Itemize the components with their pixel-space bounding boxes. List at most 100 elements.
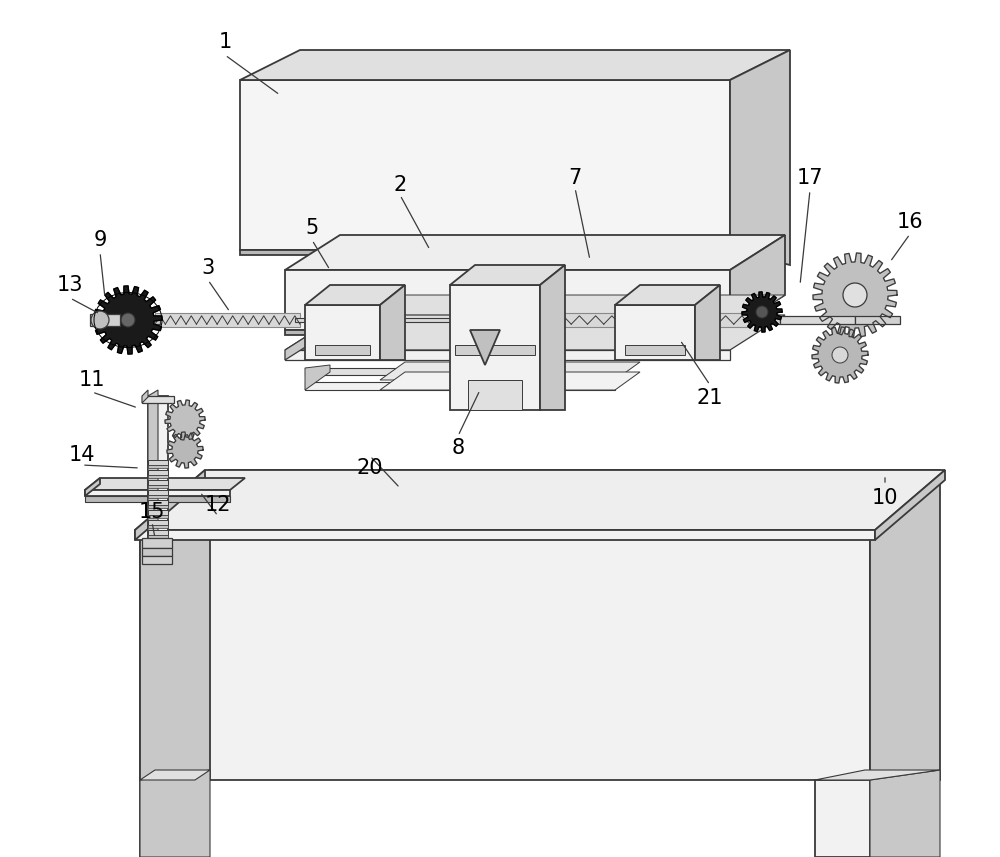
Polygon shape [135, 470, 945, 530]
Polygon shape [870, 470, 940, 780]
Polygon shape [142, 390, 148, 403]
Polygon shape [240, 80, 730, 250]
Polygon shape [695, 285, 720, 360]
Polygon shape [305, 365, 330, 390]
Text: 1: 1 [218, 32, 232, 52]
Text: 2: 2 [393, 175, 407, 195]
Circle shape [91, 311, 109, 329]
Polygon shape [142, 556, 172, 564]
Polygon shape [167, 432, 203, 468]
Polygon shape [148, 505, 168, 508]
Polygon shape [730, 235, 785, 330]
Polygon shape [148, 520, 168, 525]
Polygon shape [540, 265, 565, 410]
Polygon shape [450, 285, 540, 410]
Polygon shape [240, 50, 790, 80]
Polygon shape [625, 345, 685, 355]
Polygon shape [148, 465, 168, 468]
Polygon shape [455, 345, 535, 355]
Polygon shape [148, 396, 168, 540]
Text: 12: 12 [205, 495, 231, 515]
Polygon shape [85, 490, 230, 496]
Text: 10: 10 [872, 488, 898, 508]
Text: 13: 13 [57, 275, 83, 295]
Polygon shape [812, 327, 868, 383]
Polygon shape [380, 372, 640, 390]
Polygon shape [615, 285, 720, 305]
Text: 15: 15 [139, 502, 165, 522]
Polygon shape [285, 330, 730, 335]
Polygon shape [148, 490, 168, 495]
Polygon shape [305, 368, 615, 375]
Polygon shape [285, 315, 785, 350]
Polygon shape [148, 530, 168, 535]
Polygon shape [85, 496, 230, 502]
Text: 3: 3 [201, 258, 215, 278]
Polygon shape [468, 380, 522, 410]
Polygon shape [750, 316, 780, 324]
Polygon shape [148, 515, 168, 518]
Polygon shape [148, 480, 168, 485]
Polygon shape [285, 350, 730, 360]
Text: 5: 5 [305, 218, 319, 238]
Circle shape [843, 283, 867, 307]
Polygon shape [148, 485, 168, 488]
Circle shape [832, 347, 848, 363]
Polygon shape [85, 478, 245, 490]
Polygon shape [310, 295, 785, 330]
Polygon shape [148, 390, 158, 540]
Polygon shape [135, 470, 205, 540]
Polygon shape [730, 50, 790, 265]
Polygon shape [295, 318, 495, 322]
Polygon shape [870, 770, 940, 857]
Polygon shape [85, 478, 100, 496]
Text: 20: 20 [357, 458, 383, 478]
Text: 14: 14 [69, 445, 95, 465]
Polygon shape [140, 470, 940, 530]
Polygon shape [305, 305, 380, 360]
Polygon shape [240, 250, 730, 255]
Polygon shape [140, 770, 210, 780]
Polygon shape [780, 316, 855, 324]
Polygon shape [875, 470, 945, 540]
Polygon shape [148, 525, 168, 528]
Polygon shape [148, 510, 168, 515]
Polygon shape [380, 285, 405, 360]
Polygon shape [140, 780, 195, 857]
Text: 9: 9 [93, 230, 107, 250]
Polygon shape [140, 470, 210, 780]
Polygon shape [140, 530, 870, 780]
Polygon shape [305, 382, 615, 390]
Text: 21: 21 [697, 388, 723, 408]
Text: 17: 17 [797, 168, 823, 188]
Polygon shape [470, 330, 500, 365]
Polygon shape [285, 315, 340, 360]
Polygon shape [450, 265, 565, 285]
Text: 16: 16 [897, 212, 923, 232]
Text: 7: 7 [568, 168, 582, 188]
Polygon shape [165, 400, 205, 440]
Polygon shape [615, 305, 695, 360]
Circle shape [756, 306, 768, 318]
Polygon shape [815, 780, 870, 857]
Polygon shape [815, 770, 940, 780]
Polygon shape [155, 313, 300, 327]
Polygon shape [855, 316, 900, 324]
Polygon shape [148, 500, 168, 505]
Polygon shape [135, 316, 160, 324]
Polygon shape [90, 314, 120, 326]
Text: 8: 8 [451, 438, 465, 458]
Polygon shape [285, 235, 785, 270]
Polygon shape [140, 770, 210, 857]
Polygon shape [813, 253, 897, 337]
Polygon shape [148, 460, 168, 465]
Polygon shape [148, 495, 168, 498]
Polygon shape [135, 530, 875, 540]
Polygon shape [490, 313, 750, 327]
Polygon shape [305, 285, 405, 305]
Polygon shape [148, 470, 168, 475]
Polygon shape [285, 270, 730, 330]
Polygon shape [142, 396, 174, 403]
Polygon shape [142, 548, 172, 556]
Polygon shape [742, 292, 782, 332]
